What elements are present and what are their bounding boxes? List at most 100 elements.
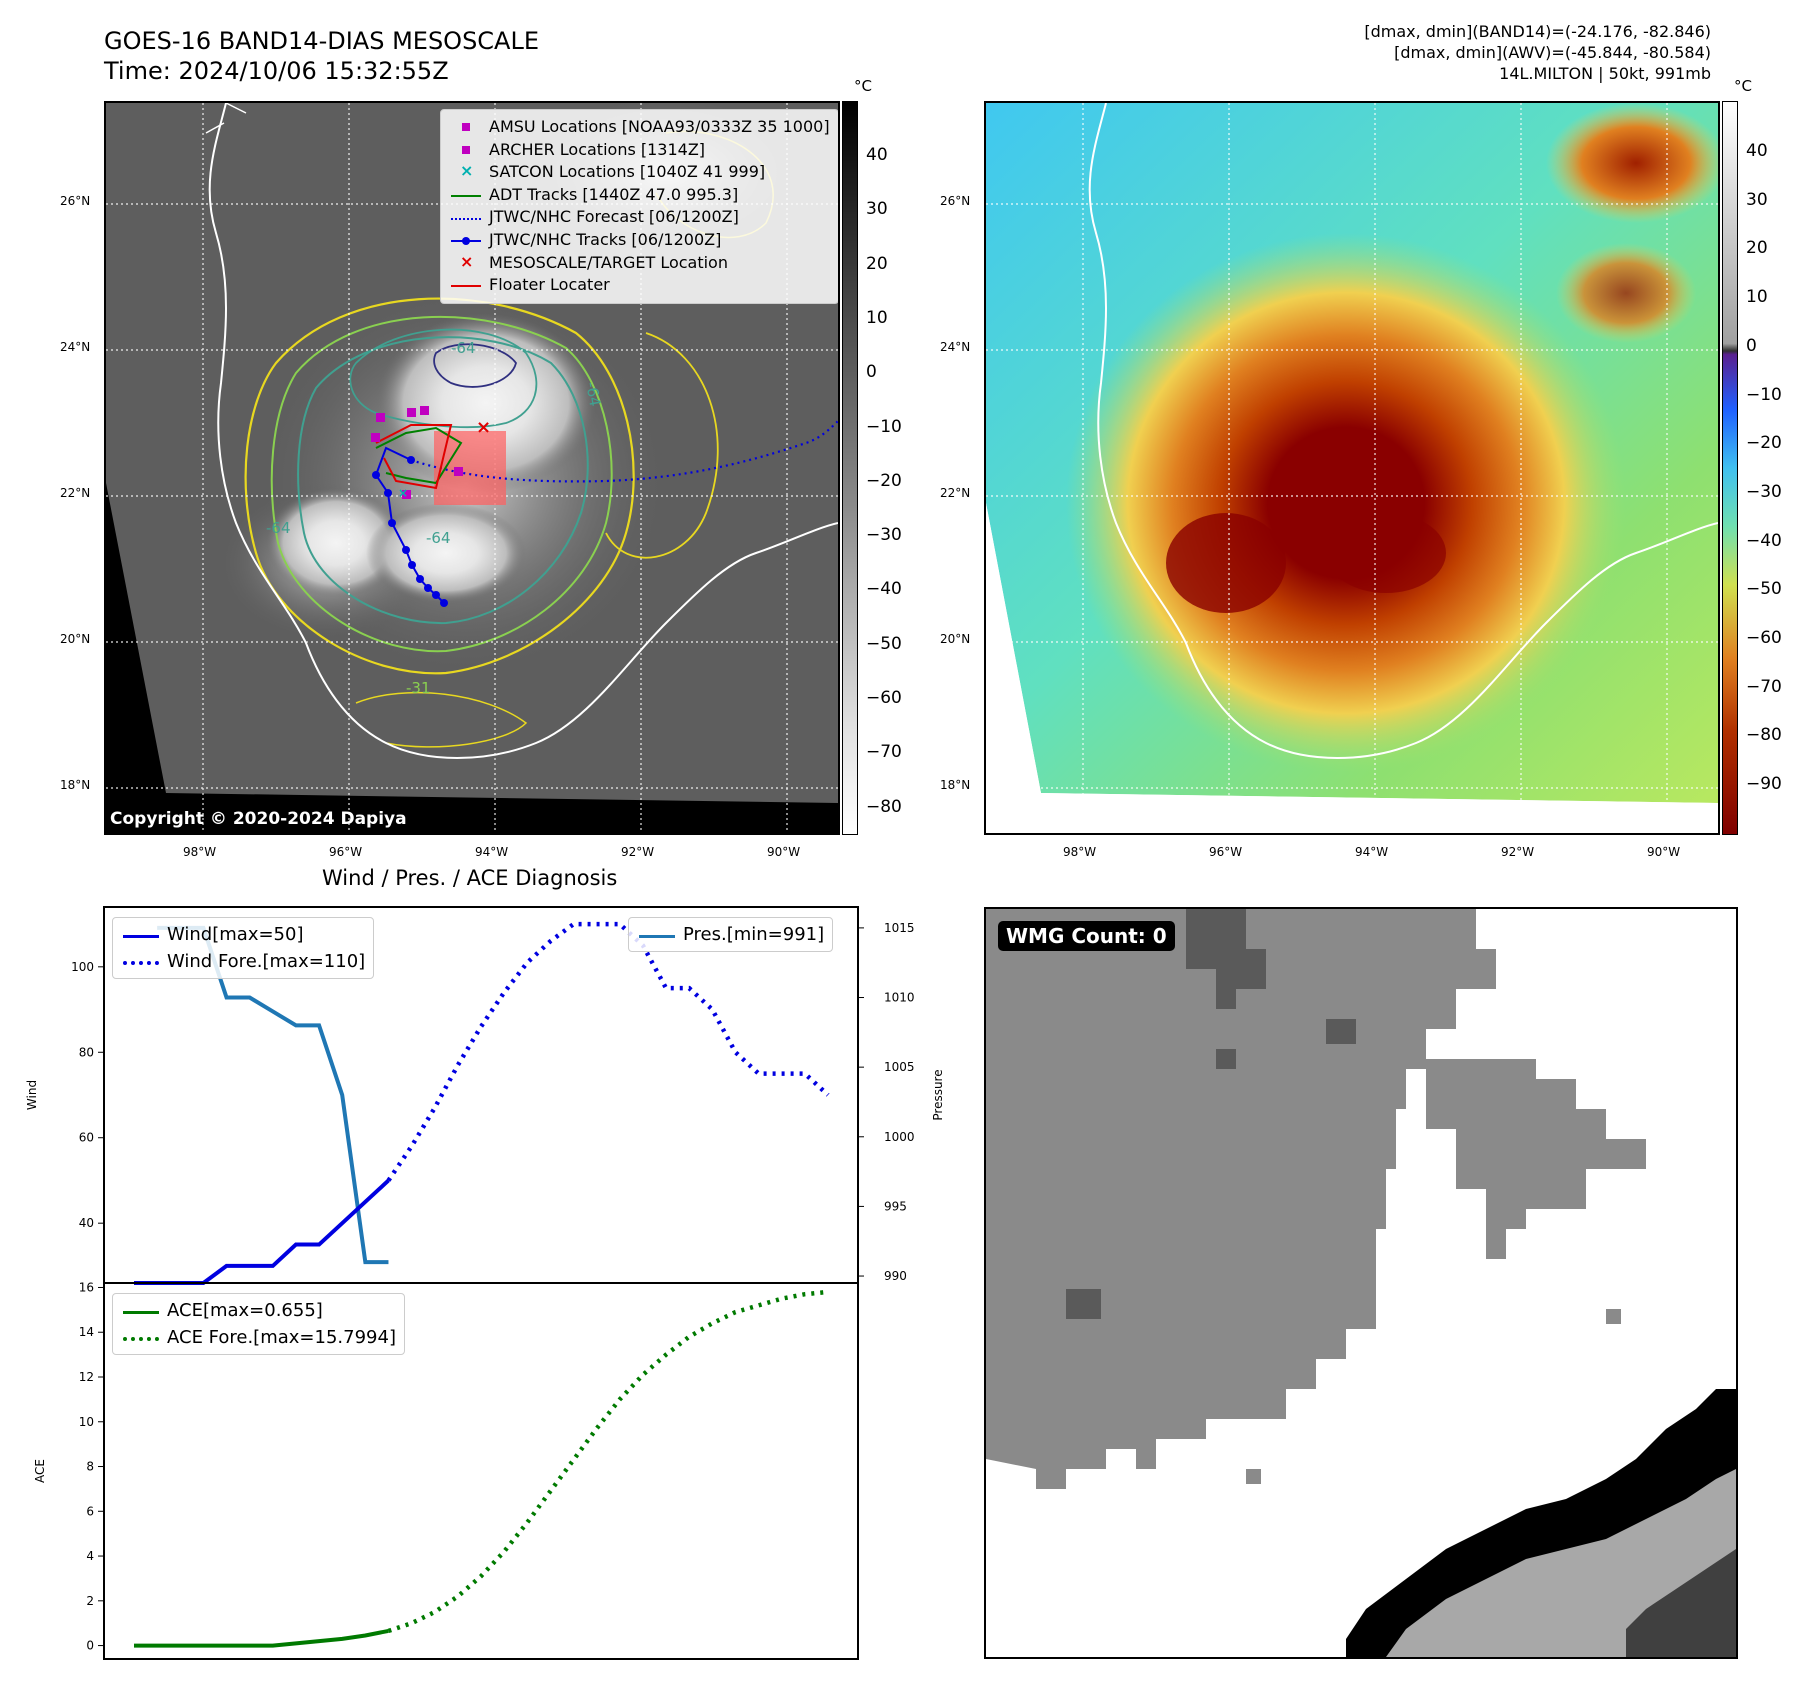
lon-label: 96°W [1209,845,1243,859]
colorbar-tick-label: −20 [1746,433,1782,454]
line-icon [639,934,675,938]
dot-marker-icon [462,237,470,246]
wmg-count-badge: WMG Count: 0 [998,921,1175,951]
pressure-ytick-label: 995 [884,1199,907,1213]
chart-title: GOES-16 BAND14-DIAS MESOSCALE [104,27,540,55]
pressure-ytick-label: 990 [884,1269,907,1283]
chart-time: Time: 2024/10/06 15:32:55Z [104,57,449,85]
lat-label: 26°N [940,194,971,208]
dmax-awv: [dmax, dmin](AWV)=(-45.844, -80.584) [1394,43,1711,62]
awv-colorbar-unit: °C [1734,77,1752,95]
ace-legend: ACE[max=0.655] ACE Fore.[max=15.7994] [112,1293,405,1355]
ace-ytick-label: 8 [86,1460,94,1474]
svg-text:×: × [476,417,491,438]
lon-label: 98°W [1063,845,1097,859]
colorbar-tick-label: 20 [1746,238,1768,259]
lon-label: 90°W [1647,845,1681,859]
colorbar-tick-label: −60 [1746,628,1782,648]
legend-ace-forecast: ACE Fore.[max=15.7994] [167,1327,396,1348]
colorbar-tick-label: 10 [866,307,888,328]
ace-ytick-label: 2 [86,1594,94,1608]
colorbar-tick-label: 0 [1746,335,1757,356]
colorbar-tick-label: 40 [866,145,888,165]
legend-wind: Wind[max=50] [167,924,304,945]
ace-ytick-label: 16 [79,1280,94,1294]
lon-label: 98°W [183,845,217,859]
lat-label: 22°N [940,486,971,500]
legend-satcon: SATCON Locations [1040Z 41 999] [489,162,766,182]
line-icon [451,285,481,288]
wind-line [134,1178,390,1285]
dotted-line-icon [451,217,481,220]
legend-adt: ADT Tracks [1440Z 47.0 995.3] [489,184,739,204]
awv-image [986,103,1718,833]
ace-ytick-label: 4 [86,1549,94,1563]
legend-wind-forecast: Wind Fore.[max=110] [167,951,366,972]
ace-line [134,1628,389,1648]
colorbar-tick-label: 0 [866,362,877,383]
line-icon [123,934,159,938]
wind-legend: Wind[max=50] Wind Fore.[max=110] [112,917,375,979]
lon-label: 92°W [1501,845,1535,859]
colorbar-tick-label: −20 [866,470,902,491]
wind-ytick-label: 60 [79,1131,94,1145]
contour-label: -31 [406,679,431,697]
lon-label: 94°W [1355,845,1389,859]
colorbar-tick-label: −40 [1746,530,1782,551]
map-legend: AMSU Locations [NOAA93/0333Z 35 1000] AR… [440,109,838,304]
colorbar-tick-label: −80 [866,796,902,817]
wmg-panel: WMG Count: 0 [984,907,1738,1659]
ace-axis-label: ACE [33,1459,47,1483]
lat-label: 24°N [940,340,971,354]
legend-archer: ARCHER Locations [1314Z] [489,139,706,159]
lat-label: 22°N [60,486,91,500]
contour-label: -64 [266,519,291,537]
colorbar-tick-label: −70 [866,742,902,763]
legend-jtwc-tracks: JTWC/NHC Tracks [06/1200Z] [489,229,722,249]
lat-label: 24°N [60,340,91,354]
lat-label: 20°N [60,632,91,646]
ace-ytick-label: 6 [86,1504,94,1518]
ace-forecast-line [387,1289,829,1634]
pressure-axis-label: Pressure [931,1069,945,1120]
colorbar-tick-label: −80 [1746,725,1782,746]
pressure-legend: Pres.[min=991] [628,917,834,952]
diagnosis-title: Wind / Pres. / ACE Diagnosis [322,866,618,890]
ace-ytick-label: 14 [79,1325,94,1339]
colorbar-tick-label: −40 [866,579,902,600]
legend-floater: Floater Locater [489,275,610,295]
lon-label: 96°W [329,845,363,859]
storm-info: 14L.MILTON | 50kt, 991mb [1499,64,1711,83]
contour-label: -64 [582,381,604,408]
ir-image-panel: × × -64 -64 -64 -64 -31 AMSU Locations [… [104,101,840,835]
dotted-line-icon [123,960,159,965]
jtwc-track [372,446,448,607]
lat-label: 20°N [940,632,971,646]
colorbar-tick-label: −30 [866,525,902,546]
ir-colorbar-unit: °C [854,77,872,95]
ace-ytick-label: 10 [79,1415,94,1429]
colorbar-tick-label: 10 [1746,287,1768,308]
awv-image-panel [984,101,1720,835]
copyright: Copyright © 2020-2024 Dapiya [110,809,407,829]
colorbar-tick-label: −50 [1746,579,1782,600]
colorbar-tick-label: 40 [1746,141,1768,161]
pressure-ytick-label: 1010 [884,991,915,1005]
colorbar-tick-label: −30 [1746,481,1782,502]
colorbar-tick-label: −60 [866,688,902,708]
lon-label: 94°W [475,845,509,859]
line-icon [451,195,481,198]
pressure-ytick-label: 1005 [884,1060,915,1074]
lat-label: 26°N [60,194,91,208]
awv-colorbar [1722,101,1738,835]
legend-amsu: AMSU Locations [NOAA93/0333Z 35 1000] [489,117,830,136]
wind-ytick-label: 80 [79,1045,94,1059]
wmg-image [986,909,1736,1657]
ace-ytick-label: 12 [79,1370,94,1384]
legend-mesoscale: MESOSCALE/TARGET Location [489,252,728,272]
legend-ace: ACE[max=0.655] [167,1300,323,1321]
ace-axes-frame [103,1282,859,1660]
lon-label: 92°W [621,845,655,859]
contour-label: -64 [426,529,451,547]
